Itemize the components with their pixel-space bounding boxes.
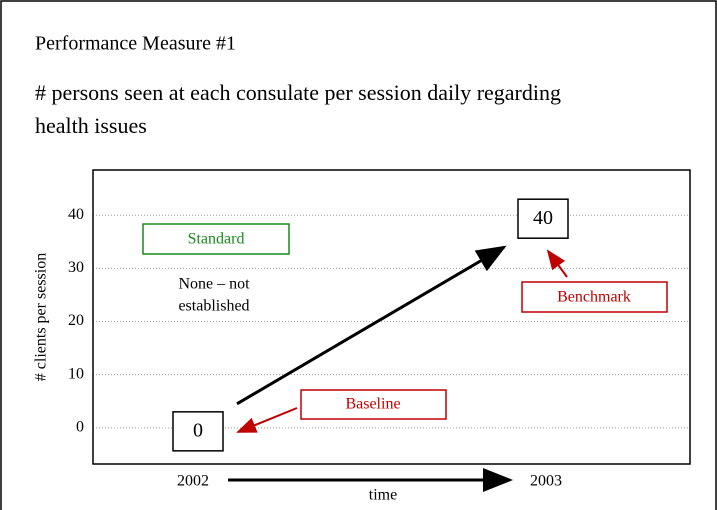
subtitle: health issues bbox=[35, 113, 147, 138]
benchmark-label: Benchmark bbox=[557, 289, 631, 306]
baseline-box bbox=[300, 389, 447, 420]
y-axis-label: # clients per session bbox=[33, 253, 50, 381]
x-tick-label: 2003 bbox=[530, 473, 562, 490]
baseline-arrow bbox=[236, 407, 298, 433]
value-box bbox=[172, 411, 224, 452]
y-tick-label: 30 bbox=[68, 259, 84, 276]
value-box bbox=[517, 198, 569, 239]
title: Performance Measure #1 bbox=[35, 33, 236, 55]
x-tick-label: 2002 bbox=[177, 473, 209, 490]
baseline-label: Baseline bbox=[345, 396, 400, 413]
value-label: 40 bbox=[533, 207, 553, 229]
trend-arrow bbox=[236, 245, 507, 406]
standard-note: established bbox=[178, 298, 249, 315]
y-tick-label: 10 bbox=[68, 365, 84, 382]
standard-note: None – not bbox=[178, 276, 250, 293]
subtitle: # persons seen at each consulate per ses… bbox=[35, 80, 561, 105]
y-tick-label: 40 bbox=[68, 206, 84, 223]
standard-label: Standard bbox=[188, 231, 245, 248]
benchmark-box bbox=[521, 281, 668, 313]
benchmark-arrow bbox=[546, 249, 568, 278]
y-tick-label: 0 bbox=[76, 419, 84, 436]
y-tick-label: 20 bbox=[68, 312, 84, 329]
x-axis-label: time bbox=[369, 487, 397, 504]
plot-frame bbox=[92, 169, 691, 465]
value-label: 0 bbox=[193, 419, 203, 441]
standard-box bbox=[142, 223, 290, 255]
